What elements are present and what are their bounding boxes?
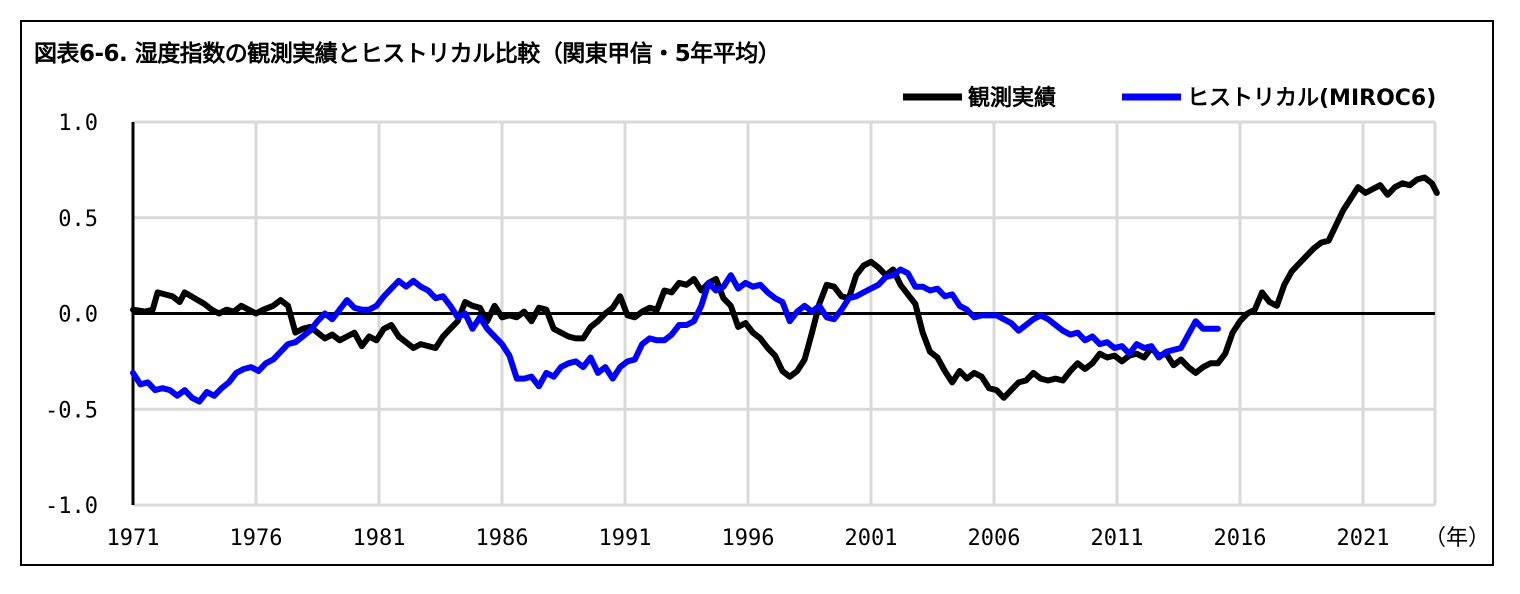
series-line [130, 266, 1221, 405]
x-tick-label: 2011 [1091, 526, 1144, 551]
x-unit-label: （年） [1424, 526, 1490, 551]
x-tick-label: 1981 [353, 526, 406, 551]
y-tick-label: 0.0 [58, 303, 98, 328]
y-tick-label: -0.5 [45, 398, 98, 423]
x-tick-label: 2016 [1214, 526, 1267, 551]
series-line [130, 174, 1440, 401]
series-layer [130, 174, 1440, 405]
chart-frame [20, 20, 1494, 566]
legend: 観測実績 ヒストリカル(MIROC6) [903, 85, 1436, 111]
y-tick-label: 1.0 [58, 111, 98, 136]
legend-label: ヒストリカル(MIROC6) [1187, 86, 1436, 111]
y-tick-label: 0.5 [58, 207, 98, 232]
x-tick-label: 1996 [722, 526, 775, 551]
x-tick-label: 2021 [1337, 526, 1390, 551]
x-tick-label: 1986 [476, 526, 529, 551]
x-tick-label: 1971 [107, 526, 160, 551]
tick-labels: -1.0 -0.5 0.0 0.5 1.0 1971 1976 1981 1986 1991 199… [45, 111, 1490, 551]
y-tick-label: -1.0 [45, 494, 98, 519]
x-tick-label: 1991 [599, 526, 652, 551]
chart-title: 図表6-6. 湿度指数の観測実績とヒストリカル比較（関東甲信・5年平均） [34, 41, 781, 67]
x-tick-label: 1976 [230, 526, 283, 551]
x-tick-label: 2006 [968, 526, 1021, 551]
x-tick-label: 2001 [845, 526, 898, 551]
legend-label: 観測実績 [968, 85, 1056, 111]
